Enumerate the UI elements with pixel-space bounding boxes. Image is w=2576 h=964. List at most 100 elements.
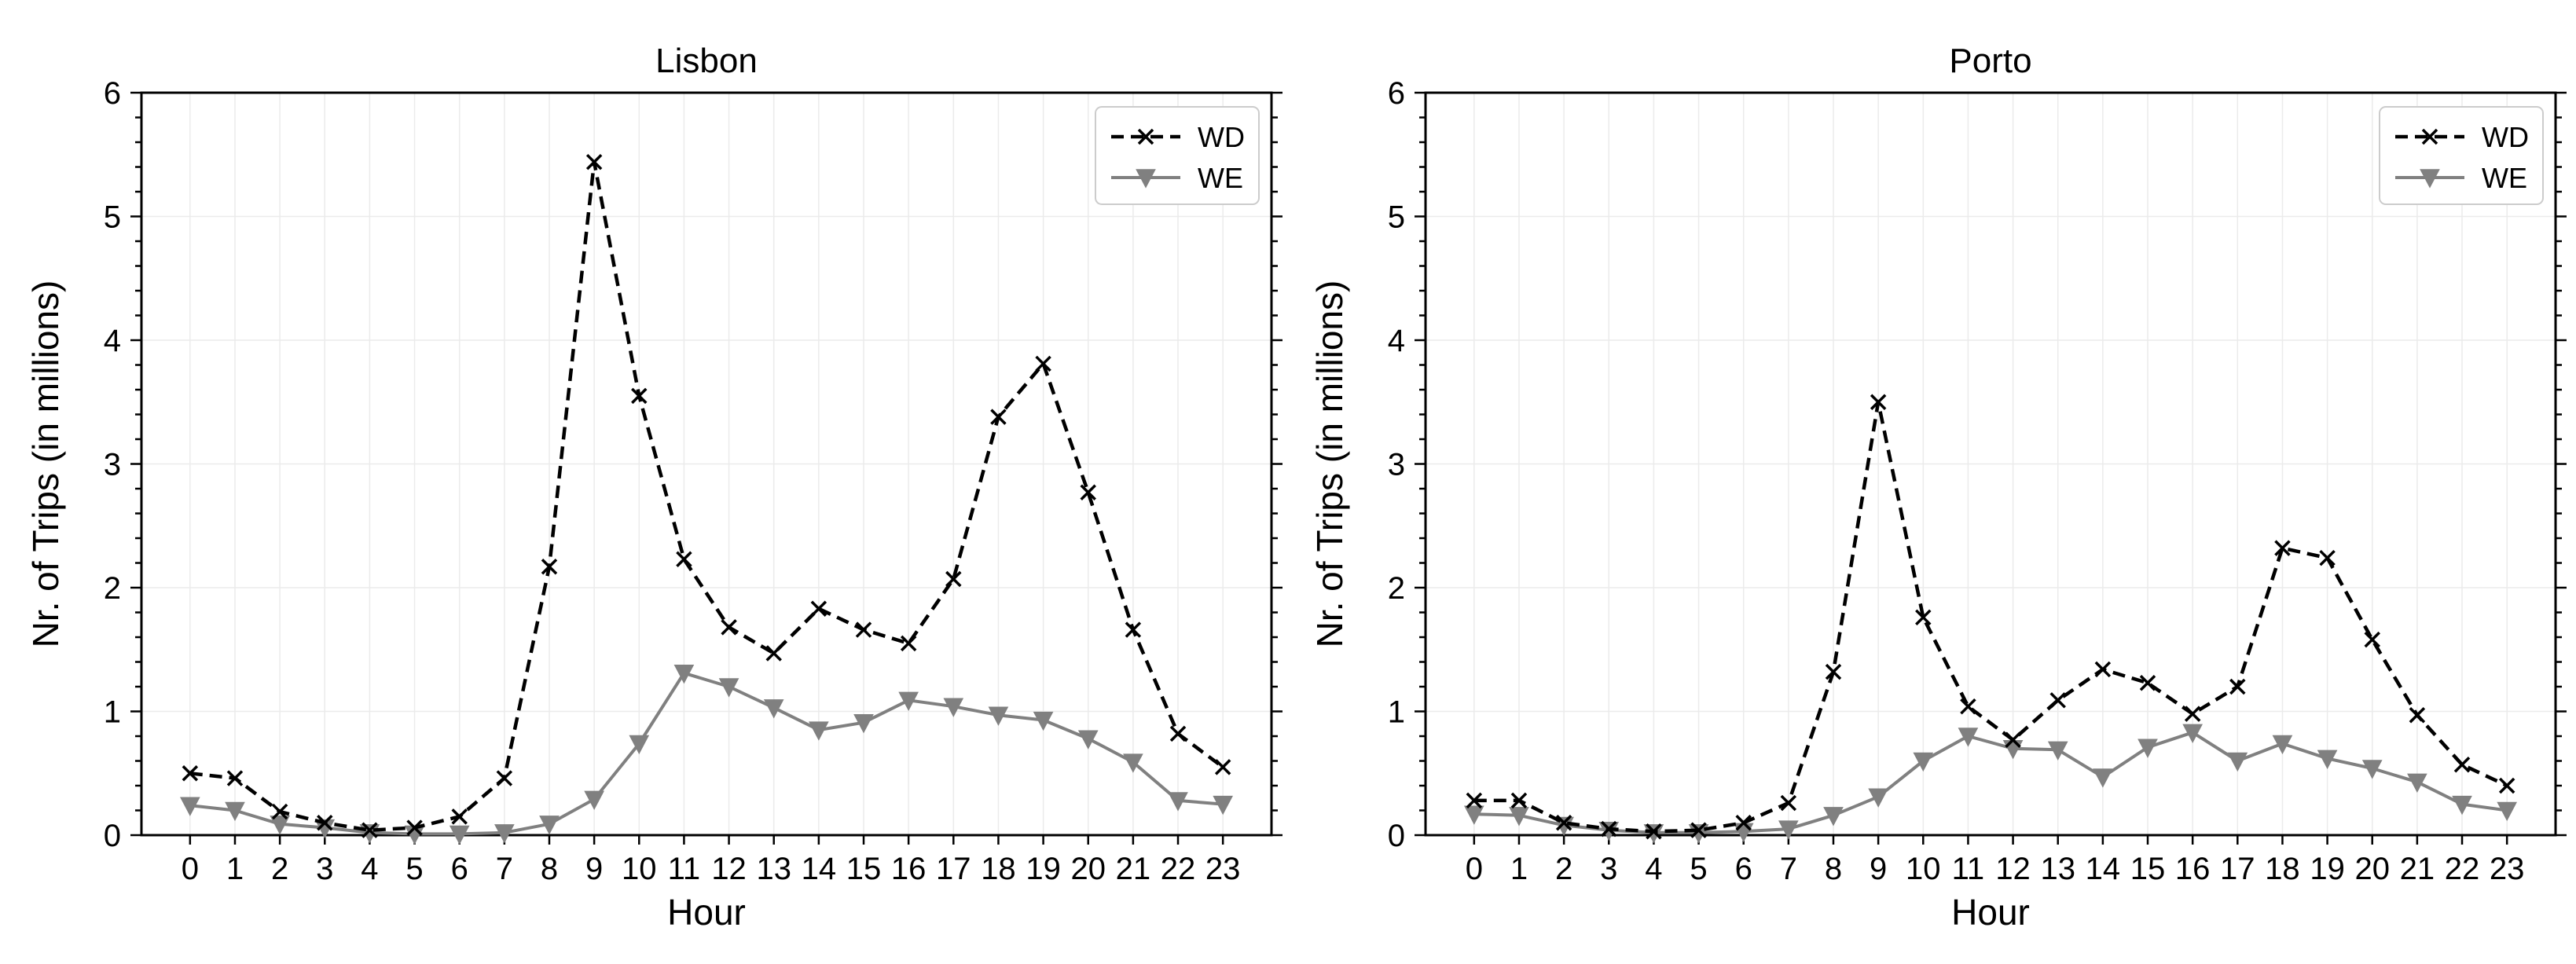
data-point-wd xyxy=(2274,540,2291,556)
data-point-wd xyxy=(1035,355,1051,372)
x-tick-label: 22 xyxy=(1161,852,1196,886)
x-axis-label: Hour xyxy=(667,892,746,933)
data-point-we xyxy=(809,721,829,741)
legend-box xyxy=(2379,106,2544,205)
data-point-wd xyxy=(2364,631,2380,648)
data-point-wd xyxy=(1601,820,1617,838)
y-tick-label: 6 xyxy=(1388,76,1405,111)
x-tick-label: 0 xyxy=(182,852,199,886)
data-point-we xyxy=(2227,752,2248,772)
data-point-wd xyxy=(1510,792,1528,809)
data-point-wd xyxy=(1735,815,1752,831)
x-tick-label: 17 xyxy=(2220,852,2255,886)
data-point-we xyxy=(494,824,515,844)
data-point-we xyxy=(180,797,200,816)
x-tick-label: 0 xyxy=(1466,852,1483,886)
x-tick-label: 9 xyxy=(1870,852,1887,886)
x-tick-label: 11 xyxy=(668,852,701,886)
y-axis-label: Nr. of Trips (in millions) xyxy=(1309,280,1350,648)
data-point-we xyxy=(1123,753,1143,773)
data-point-wd xyxy=(1960,698,1976,715)
series-line-wd xyxy=(189,159,1224,832)
data-point-wd xyxy=(721,619,737,636)
data-point-wd xyxy=(496,770,513,786)
y-tick-label: 1 xyxy=(104,695,121,730)
data-point-wd xyxy=(1646,823,1662,840)
series-line-we xyxy=(1473,731,2508,834)
data-point-wd xyxy=(2409,706,2426,724)
data-point-we xyxy=(1464,805,1484,825)
x-tick-label: 18 xyxy=(2265,852,2300,886)
data-point-we xyxy=(2452,795,2472,816)
x-tick-label: 18 xyxy=(981,852,1016,886)
x-tick-label: 21 xyxy=(1116,852,1151,886)
x-tick-label: 7 xyxy=(1780,852,1797,886)
x-tick-label: 3 xyxy=(316,852,333,886)
data-point-we xyxy=(1868,788,1888,808)
data-point-we xyxy=(1823,807,1844,827)
data-point-wd xyxy=(541,558,558,575)
y-tick-label: 5 xyxy=(1388,200,1405,235)
data-point-wd xyxy=(182,765,199,782)
legend-marker-we xyxy=(2420,169,2440,189)
data-point-wd xyxy=(2005,731,2021,748)
data-point-wd xyxy=(1214,759,1231,775)
x-tick-label: 17 xyxy=(936,852,971,886)
series-line-we xyxy=(189,671,1224,836)
data-point-wd xyxy=(676,551,692,568)
data-point-wd xyxy=(1690,822,1707,838)
x-tick-label: 13 xyxy=(756,852,791,886)
data-point-wd xyxy=(1780,794,1797,812)
x-tick-label: 8 xyxy=(541,852,558,886)
data-point-wd xyxy=(1169,725,1187,742)
data-point-wd xyxy=(585,153,603,170)
y-tick-label: 2 xyxy=(104,571,121,606)
data-point-we xyxy=(1913,752,1934,772)
data-point-we xyxy=(763,699,784,719)
y-tick-label: 3 xyxy=(1388,448,1405,482)
data-point-we xyxy=(1168,792,1188,812)
data-point-we xyxy=(2317,750,2338,770)
data-point-we xyxy=(1643,824,1664,844)
data-point-we xyxy=(898,691,919,711)
x-tick-label: 4 xyxy=(1645,852,1662,886)
data-point-wd xyxy=(2319,549,2336,566)
x-tick-label: 14 xyxy=(802,852,837,886)
y-axis-label: Nr. of Trips (in millions) xyxy=(25,280,66,648)
data-point-wd xyxy=(945,570,962,588)
series-line-wd xyxy=(1473,400,2508,834)
x-tick-label: 12 xyxy=(1995,852,2031,886)
series-wd xyxy=(182,153,1231,838)
x-tick-label: 2 xyxy=(271,852,288,886)
chart-title: Lisbon xyxy=(655,42,758,80)
x-tick-label: 6 xyxy=(451,852,468,886)
legend-label-wd: WD xyxy=(2482,121,2529,153)
x-tick-label: 16 xyxy=(2175,852,2211,886)
legend-label-we: WE xyxy=(2482,162,2527,194)
data-point-wd xyxy=(2184,706,2201,722)
x-tick-label: 4 xyxy=(361,852,378,886)
legend-label-wd: WD xyxy=(1198,121,1245,153)
data-point-wd xyxy=(1915,609,1932,626)
x-tick-label: 11 xyxy=(1952,852,1985,886)
x-tick-label: 2 xyxy=(1555,852,1572,886)
data-point-we xyxy=(1778,820,1799,840)
data-point-wd xyxy=(765,645,782,662)
y-tick-label: 5 xyxy=(104,200,121,235)
chart-title: Porto xyxy=(1949,42,2031,80)
x-tick-label: 14 xyxy=(2086,852,2121,886)
legend-marker-wd xyxy=(1137,128,1154,145)
data-point-we xyxy=(1213,795,1233,816)
legend: WD WE xyxy=(2379,106,2544,205)
x-tick-label: 8 xyxy=(1825,852,1842,886)
data-point-wd xyxy=(1466,792,1483,809)
data-point-wd xyxy=(855,621,872,638)
legend-label-we: WE xyxy=(1198,162,1243,194)
y-tick-label: 4 xyxy=(104,324,121,358)
legend-marker-we xyxy=(1136,169,1156,189)
y-ticks xyxy=(1415,91,2567,845)
x-tick-label: 3 xyxy=(1600,852,1617,886)
data-point-wd xyxy=(900,635,917,652)
